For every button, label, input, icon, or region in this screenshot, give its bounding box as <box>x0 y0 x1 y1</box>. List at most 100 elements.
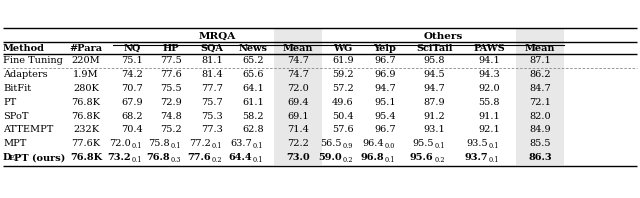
Text: SciTail: SciTail <box>416 44 452 52</box>
Text: 96.7: 96.7 <box>374 126 396 134</box>
Text: 87.1: 87.1 <box>529 55 551 65</box>
Text: 92.1: 92.1 <box>478 126 500 134</box>
Text: 0.1: 0.1 <box>253 156 264 165</box>
Text: D: D <box>3 153 12 163</box>
Text: 57.6: 57.6 <box>332 126 354 134</box>
Text: 77.7: 77.7 <box>201 84 223 92</box>
Text: 0.3: 0.3 <box>171 156 182 165</box>
Text: 75.1: 75.1 <box>121 55 143 65</box>
Text: 75.7: 75.7 <box>201 97 223 107</box>
Text: 61.1: 61.1 <box>242 97 264 107</box>
Text: 72.0: 72.0 <box>287 84 309 92</box>
Text: #Para: #Para <box>69 44 102 52</box>
Text: 72.9: 72.9 <box>160 97 182 107</box>
Text: Yelp: Yelp <box>374 44 396 52</box>
Text: News: News <box>239 44 268 52</box>
Text: 94.7: 94.7 <box>374 84 396 92</box>
Bar <box>516 28 564 165</box>
Text: 91.2: 91.2 <box>424 111 445 121</box>
Text: 56.5: 56.5 <box>321 140 342 148</box>
Text: HP: HP <box>163 44 179 52</box>
Text: 94.5: 94.5 <box>424 69 445 78</box>
Text: 77.6: 77.6 <box>188 153 211 163</box>
Text: 63.7: 63.7 <box>230 140 252 148</box>
Text: 77.6K: 77.6K <box>72 140 100 148</box>
Text: 61.9: 61.9 <box>332 55 354 65</box>
Text: Fine Tuning: Fine Tuning <box>3 55 63 65</box>
Text: 74.2: 74.2 <box>121 69 143 78</box>
Text: 94.1: 94.1 <box>478 55 500 65</box>
Text: 232K: 232K <box>73 126 99 134</box>
Text: 0.1: 0.1 <box>132 156 143 165</box>
Text: 81.4: 81.4 <box>201 69 223 78</box>
Text: 0.1: 0.1 <box>489 143 499 150</box>
Text: 94.3: 94.3 <box>478 69 500 78</box>
Text: 0.2: 0.2 <box>212 156 223 165</box>
Text: MRQA: MRQA <box>199 31 236 41</box>
Text: 87.9: 87.9 <box>424 97 445 107</box>
Text: 0.1: 0.1 <box>385 156 396 165</box>
Text: 0.0: 0.0 <box>385 143 396 150</box>
Text: 69.1: 69.1 <box>287 111 309 121</box>
Text: Adapters: Adapters <box>3 69 47 78</box>
Text: 0.1: 0.1 <box>171 143 182 150</box>
Text: Mean: Mean <box>525 44 556 52</box>
Text: 1.9M: 1.9M <box>73 69 99 78</box>
Text: 75.5: 75.5 <box>160 84 182 92</box>
Text: SPoT: SPoT <box>3 111 29 121</box>
Text: 76.8K: 76.8K <box>72 97 100 107</box>
Text: 0.1: 0.1 <box>253 143 264 150</box>
Text: 65.2: 65.2 <box>242 55 264 65</box>
Text: 70.4: 70.4 <box>121 126 143 134</box>
Text: 96.4: 96.4 <box>362 140 384 148</box>
Text: 95.5: 95.5 <box>412 140 433 148</box>
Text: 59.2: 59.2 <box>332 69 354 78</box>
Text: 0.1: 0.1 <box>435 143 445 150</box>
Text: 95.6: 95.6 <box>410 153 433 163</box>
Text: 91.1: 91.1 <box>478 111 500 121</box>
Text: 73.0: 73.0 <box>286 153 310 163</box>
Text: 75.2: 75.2 <box>160 126 182 134</box>
Text: 77.6: 77.6 <box>160 69 182 78</box>
Text: BitFit: BitFit <box>3 84 31 92</box>
Text: 72.1: 72.1 <box>529 97 551 107</box>
Text: 76.8K: 76.8K <box>72 111 100 121</box>
Text: 96.9: 96.9 <box>374 69 396 78</box>
Text: 84.7: 84.7 <box>529 84 551 92</box>
Text: 58.2: 58.2 <box>242 111 264 121</box>
Text: 64.4: 64.4 <box>228 153 252 163</box>
Text: 81.1: 81.1 <box>201 55 223 65</box>
Text: E: E <box>8 154 14 162</box>
Text: 69.4: 69.4 <box>287 97 309 107</box>
Text: 85.5: 85.5 <box>529 140 551 148</box>
Text: 74.7: 74.7 <box>287 69 309 78</box>
Text: SQA: SQA <box>200 44 223 52</box>
Text: 96.8: 96.8 <box>360 153 384 163</box>
Text: 95.8: 95.8 <box>424 55 445 65</box>
Text: 92.0: 92.0 <box>478 84 500 92</box>
Text: 49.6: 49.6 <box>332 97 354 107</box>
Text: 71.4: 71.4 <box>287 126 309 134</box>
Text: 57.2: 57.2 <box>332 84 354 92</box>
Text: PT: PT <box>3 97 16 107</box>
Text: 280K: 280K <box>73 84 99 92</box>
Text: 95.1: 95.1 <box>374 97 396 107</box>
Text: 65.6: 65.6 <box>243 69 264 78</box>
Text: 55.8: 55.8 <box>478 97 500 107</box>
Text: PAWS: PAWS <box>473 44 505 52</box>
Text: 0.1: 0.1 <box>489 156 499 165</box>
Text: 93.1: 93.1 <box>424 126 445 134</box>
Text: 86.3: 86.3 <box>528 153 552 163</box>
Text: 220M: 220M <box>72 55 100 65</box>
Text: 64.1: 64.1 <box>242 84 264 92</box>
Text: 94.7: 94.7 <box>424 84 445 92</box>
Text: 76.8K: 76.8K <box>70 153 102 163</box>
Text: 0.2: 0.2 <box>343 156 353 165</box>
Text: 72.0: 72.0 <box>109 140 131 148</box>
Text: 67.9: 67.9 <box>121 97 143 107</box>
Text: Others: Others <box>424 31 463 41</box>
Text: NQ: NQ <box>124 44 141 52</box>
Text: 0.1: 0.1 <box>132 143 143 150</box>
Text: 77.3: 77.3 <box>201 126 223 134</box>
Text: 62.8: 62.8 <box>242 126 264 134</box>
